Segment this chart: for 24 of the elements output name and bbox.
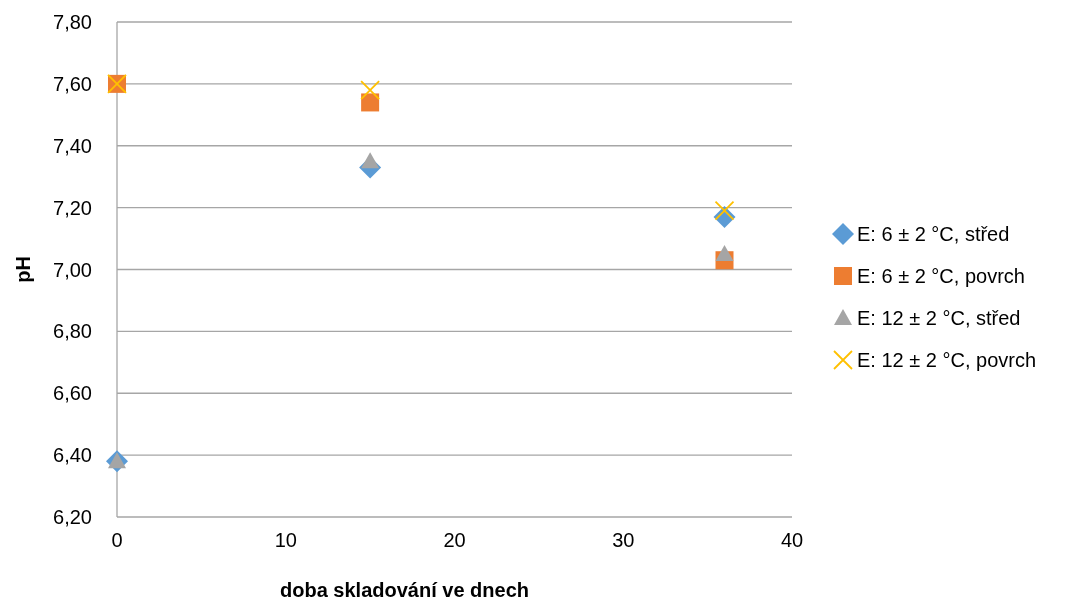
legend-label: E: 12 ± 2 °C, střed bbox=[857, 307, 1021, 329]
legend-label: E: 6 ± 2 °C, střed bbox=[857, 223, 1010, 245]
y-tick-label: 7,40 bbox=[53, 134, 92, 157]
y-tick-label: 7,00 bbox=[53, 258, 92, 281]
legend-label: E: 6 ± 2 °C, povrch bbox=[857, 265, 1025, 287]
x-axis-title: doba skladování ve dnech bbox=[280, 579, 529, 601]
y-tick-label: 7,80 bbox=[53, 11, 92, 33]
x-tick-label: 40 bbox=[780, 529, 804, 551]
x-tick-label: 10 bbox=[274, 529, 297, 551]
x-tick-label: 30 bbox=[612, 529, 635, 551]
y-axis-title: pH bbox=[12, 256, 34, 283]
y-tick-label: 7,20 bbox=[53, 196, 92, 219]
y-tick-label: 6,40 bbox=[53, 444, 92, 467]
y-tick-label: 7,60 bbox=[53, 72, 92, 95]
x-tick-label: 20 bbox=[443, 529, 466, 551]
point bbox=[361, 152, 380, 169]
y-tick-label: 6,60 bbox=[53, 382, 92, 405]
x-tick-label: 0 bbox=[111, 529, 123, 551]
point bbox=[715, 245, 734, 262]
legend-label: E: 12 ± 2 °C, povrch bbox=[857, 349, 1037, 371]
y-tick-label: 6,20 bbox=[53, 506, 92, 528]
point bbox=[360, 80, 381, 100]
point bbox=[714, 200, 735, 221]
y-tick-label: 6,80 bbox=[53, 320, 92, 343]
